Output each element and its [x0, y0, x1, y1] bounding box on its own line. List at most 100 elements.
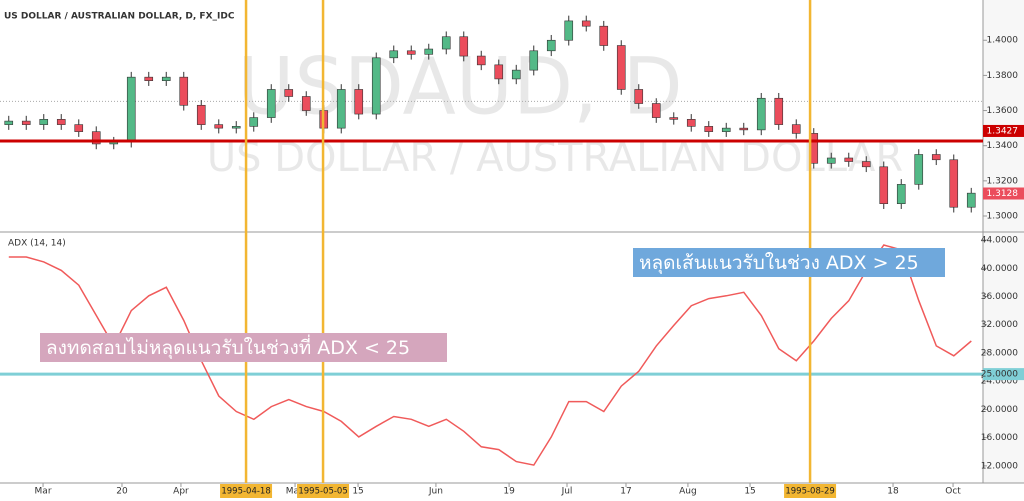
candle-body: [721, 127, 731, 132]
candle-body: [529, 50, 539, 71]
candle-body: [949, 159, 959, 208]
candle-body: [739, 127, 749, 131]
candle-body: [424, 48, 434, 55]
y-tick-label: 1.3000: [987, 212, 1019, 222]
candle-body: [756, 97, 766, 131]
date-tag: [297, 484, 350, 498]
price-label: 1.3128: [987, 189, 1019, 199]
annotation-text: หลุดเส้นแนวรับในช่วง ADX > 25: [639, 252, 919, 275]
date-tag: [220, 484, 273, 498]
candle-body: [599, 25, 609, 46]
candle-body: [581, 20, 591, 27]
price-label: 1.3427: [987, 126, 1019, 136]
threshold-label: 25.0000: [981, 370, 1018, 380]
y-tick-label: 12.0000: [981, 461, 1018, 471]
x-tick-label: 15: [352, 487, 363, 497]
x-tick-label: May: [286, 487, 305, 497]
y-tick-label: 44.0000: [981, 236, 1018, 246]
candle-body: [4, 120, 14, 125]
annotation-text: ลงทดสอบไม่หลุดแนวรับในช่วงที่ ADX < 25: [46, 334, 410, 360]
candle-body: [284, 89, 294, 97]
x-tick-label: Oct: [945, 487, 961, 497]
candle-body: [616, 45, 626, 90]
candle-body: [371, 57, 381, 115]
candle-body: [476, 55, 486, 66]
candle-body: [704, 126, 714, 132]
y-tick-label: 32.0000: [981, 320, 1018, 330]
candle-body: [56, 119, 66, 125]
x-tick-label: 19: [503, 487, 515, 497]
candle-body: [161, 76, 171, 81]
x-tick-label: Apr: [173, 487, 189, 497]
candle-body: [266, 89, 276, 118]
x-tick-label: Mar: [35, 487, 52, 497]
candle-body: [459, 36, 469, 57]
y-tick-label: 1.4000: [987, 36, 1019, 46]
x-tick-label: Jun: [428, 487, 443, 497]
candle-body: [896, 184, 906, 205]
candle-body: [179, 76, 189, 106]
x-tick-label: 17: [620, 487, 631, 497]
candle-body: [21, 120, 31, 125]
x-tick-label: 15: [744, 487, 755, 497]
threshold-tag: [983, 368, 1024, 381]
price-axis-bg: [983, 0, 1024, 483]
candle-body: [249, 117, 259, 127]
candle-body: [861, 161, 871, 168]
x-tick-label: Aug: [679, 487, 697, 497]
candle-body: [301, 96, 311, 111]
y-tick-label: 28.0000: [981, 348, 1018, 358]
candle-body: [511, 69, 521, 80]
chart-title: US DOLLAR / AUSTRALIAN DOLLAR, D, FX_IDC: [4, 12, 235, 22]
candle-body: [126, 76, 136, 143]
y-tick-label: 1.3800: [987, 71, 1019, 81]
date-label: 1995-04-18: [221, 487, 270, 497]
candle-body: [336, 89, 346, 129]
candle-body: [406, 50, 416, 55]
candle-body: [844, 157, 854, 162]
candle-body: [669, 117, 679, 120]
y-tick-label: 1.3600: [987, 106, 1019, 116]
candle-body: [826, 157, 836, 164]
candle-body: [214, 124, 224, 129]
candle-body: [39, 119, 49, 125]
candle-body: [494, 64, 504, 80]
date-tag: [784, 484, 837, 498]
y-tick-label: 16.0000: [981, 433, 1018, 443]
y-tick-label: 36.0000: [981, 292, 1018, 302]
price-tag: [983, 124, 1024, 137]
date-label: 1995-08-29: [785, 487, 834, 497]
annotation-box: [633, 248, 945, 277]
candle-body: [231, 126, 241, 129]
indicator-title: ADX (14, 14): [8, 239, 66, 249]
x-tick-label: 18: [887, 487, 899, 497]
candle-body: [774, 97, 784, 125]
candle-body: [634, 89, 644, 104]
x-tick-label: 20: [116, 487, 128, 497]
candle-body: [564, 20, 574, 41]
candle-body: [389, 50, 399, 59]
candle-body: [914, 154, 924, 185]
candle-body: [196, 104, 206, 125]
candle-body: [686, 119, 696, 127]
candle-body: [74, 124, 84, 132]
candle-body: [966, 192, 976, 208]
candle-body: [144, 76, 154, 81]
y-tick-label: 20.0000: [981, 405, 1018, 415]
candle-body: [546, 39, 556, 52]
y-tick-label: 1.3400: [987, 141, 1019, 151]
candle-body: [441, 36, 451, 50]
x-tick-label: Jul: [561, 487, 573, 497]
date-label: 1995-05-05: [298, 487, 347, 497]
y-tick-label: 40.0000: [981, 264, 1018, 274]
y-tick-label: 1.3200: [987, 176, 1019, 186]
candle-body: [354, 89, 364, 115]
annotation-box: [40, 333, 447, 362]
watermark: USDAUD, D: [237, 42, 682, 132]
candle-body: [879, 166, 889, 205]
candle-body: [651, 103, 661, 118]
candle-body: [791, 124, 801, 134]
candle-body: [91, 131, 101, 145]
y-tick-label: 24.0000: [981, 377, 1018, 387]
